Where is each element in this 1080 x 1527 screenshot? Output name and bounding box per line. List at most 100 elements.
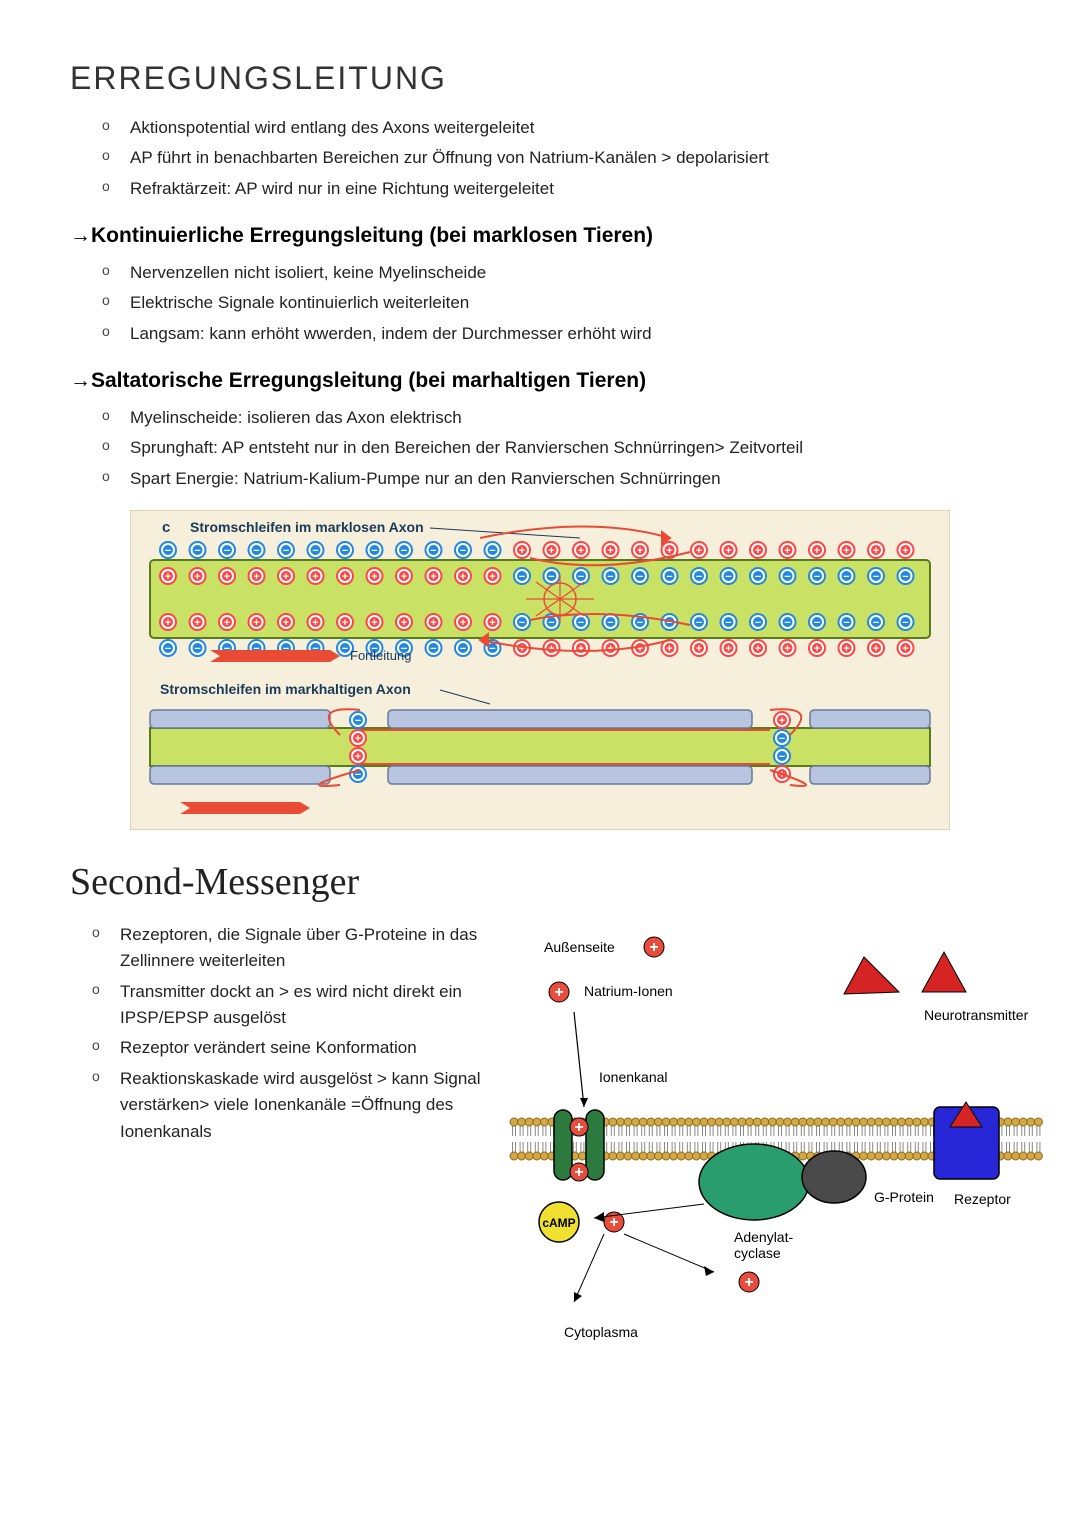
svg-text:−: −: [755, 617, 761, 629]
list-item: Transmitter dockt an > es wird nicht dir…: [120, 979, 484, 1032]
svg-text:+: +: [253, 571, 259, 583]
svg-text:+: +: [607, 545, 613, 557]
svg-text:−: −: [548, 571, 554, 583]
svg-text:+: +: [460, 571, 466, 583]
list-item: Aktionspotential wird entlang des Axons …: [130, 115, 1010, 141]
svg-text:+: +: [574, 1119, 583, 1136]
svg-text:−: −: [312, 545, 318, 557]
svg-text:−: −: [355, 715, 361, 727]
list-item: AP führt in benachbarten Bereichen zur Ö…: [130, 145, 1010, 171]
svg-text:+: +: [843, 643, 849, 655]
svg-text:Cytoplasma: Cytoplasma: [564, 1324, 638, 1340]
svg-text:+: +: [755, 643, 761, 655]
svg-text:Stromschleifen im markhaltigen: Stromschleifen im markhaltigen Axon: [160, 681, 411, 697]
svg-text:−: −: [430, 545, 436, 557]
svg-text:+: +: [371, 617, 377, 629]
svg-text:−: −: [283, 545, 289, 557]
svg-text:−: −: [165, 643, 171, 655]
svg-text:−: −: [843, 617, 849, 629]
svg-text:−: −: [578, 617, 584, 629]
svg-text:+: +: [814, 545, 820, 557]
svg-text:−: −: [519, 571, 525, 583]
svg-text:−: −: [224, 545, 230, 557]
heading-second-messenger: Second-Messenger: [70, 860, 1010, 904]
svg-text:−: −: [873, 617, 879, 629]
svg-text:−: −: [401, 545, 407, 557]
svg-text:+: +: [489, 617, 495, 629]
svg-text:−: −: [430, 643, 436, 655]
svg-text:+: +: [574, 1164, 583, 1181]
svg-text:Ionenkanal: Ionenkanal: [599, 1069, 668, 1085]
svg-text:+: +: [194, 571, 200, 583]
axon-diagram: c Stromschleifen im marklosen Axon −−−−−…: [130, 510, 950, 830]
svg-text:+: +: [637, 545, 643, 557]
svg-text:+: +: [224, 617, 230, 629]
subheading-kontinuierlich: →Kontinuierliche Erregungsleitung (bei m…: [70, 224, 1010, 248]
svg-text:−: −: [784, 571, 790, 583]
svg-text:+: +: [696, 643, 702, 655]
svg-text:+: +: [460, 617, 466, 629]
svg-text:−: −: [548, 617, 554, 629]
svg-text:+: +: [371, 571, 377, 583]
svg-text:+: +: [725, 545, 731, 557]
svg-text:−: −: [342, 545, 348, 557]
svg-text:+: +: [519, 643, 525, 655]
svg-text:+: +: [342, 571, 348, 583]
list-item: Reaktionskaskade wird ausgelöst > kann S…: [120, 1066, 484, 1145]
svg-text:+: +: [401, 617, 407, 629]
svg-text:+: +: [401, 571, 407, 583]
svg-text:+: +: [784, 545, 790, 557]
svg-text:Außenseite: Außenseite: [544, 939, 615, 955]
svg-text:−: −: [637, 571, 643, 583]
svg-text:+: +: [355, 751, 361, 763]
second-messenger-list: Rezeptoren, die Signale über G-Proteine …: [70, 922, 484, 1145]
list-item: Nervenzellen nicht isoliert, keine Myeli…: [130, 260, 1010, 286]
list-item: Refraktärzeit: AP wird nur in eine Richt…: [130, 176, 1010, 202]
svg-text:−: −: [165, 545, 171, 557]
svg-text:−: −: [342, 643, 348, 655]
list-item: Elektrische Signale kontinuierlich weite…: [130, 290, 1010, 316]
svg-text:+: +: [637, 643, 643, 655]
svg-text:−: −: [607, 617, 613, 629]
svg-text:+: +: [784, 643, 790, 655]
svg-text:+: +: [430, 571, 436, 583]
svg-text:+: +: [725, 643, 731, 655]
svg-text:+: +: [548, 545, 554, 557]
svg-text:+: +: [342, 617, 348, 629]
svg-text:+: +: [814, 643, 820, 655]
svg-text:−: −: [637, 617, 643, 629]
svg-text:+: +: [554, 984, 563, 1001]
svg-text:+: +: [755, 545, 761, 557]
svg-text:+: +: [744, 1274, 753, 1291]
svg-text:−: −: [814, 571, 820, 583]
svg-text:−: −: [843, 571, 849, 583]
svg-text:+: +: [666, 643, 672, 655]
svg-text:+: +: [649, 939, 658, 956]
svg-text:−: −: [666, 617, 672, 629]
svg-text:+: +: [578, 643, 584, 655]
list-item: Rezeptoren, die Signale über G-Proteine …: [120, 922, 484, 975]
svg-text:−: −: [194, 545, 200, 557]
main-heading: ERREGUNGSLEITUNG: [70, 60, 1010, 97]
svg-text:+: +: [312, 617, 318, 629]
svg-text:cyclase: cyclase: [734, 1245, 781, 1261]
svg-text:+: +: [224, 571, 230, 583]
list-item: Langsam: kann erhöht wwerden, indem der …: [130, 321, 1010, 347]
svg-text:+: +: [578, 545, 584, 557]
svg-text:+: +: [355, 733, 361, 745]
svg-text:+: +: [519, 545, 525, 557]
svg-text:−: −: [779, 733, 785, 745]
svg-text:−: −: [902, 571, 908, 583]
second-messenger-diagram: Außenseite++Natrium-IonenNeurotransmitte…: [504, 922, 1044, 1352]
svg-text:Neurotransmitter: Neurotransmitter: [924, 1007, 1029, 1023]
svg-text:−: −: [578, 571, 584, 583]
svg-text:−: −: [725, 571, 731, 583]
svg-text:Rezeptor: Rezeptor: [954, 1191, 1011, 1207]
svg-text:cAMP: cAMP: [542, 1216, 575, 1230]
svg-text:−: −: [696, 571, 702, 583]
svg-text:−: −: [873, 571, 879, 583]
svg-text:+: +: [165, 571, 171, 583]
svg-text:−: −: [755, 571, 761, 583]
svg-text:+: +: [194, 617, 200, 629]
svg-text:+: +: [666, 545, 672, 557]
